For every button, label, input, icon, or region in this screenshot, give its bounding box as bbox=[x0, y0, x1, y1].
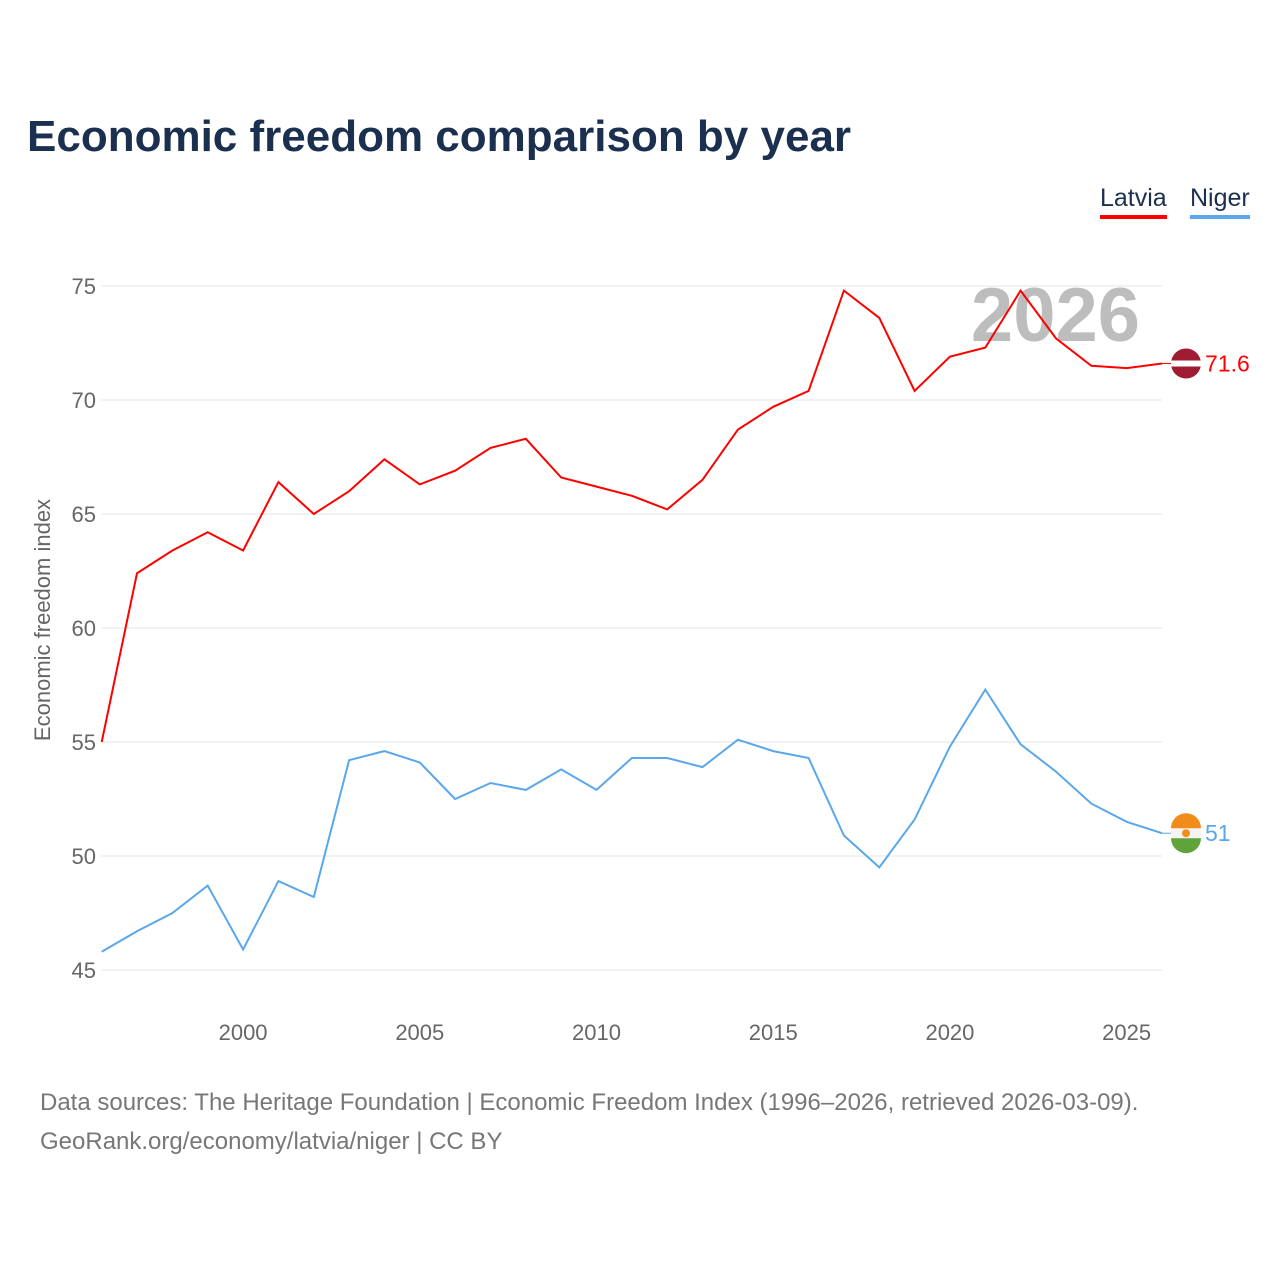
footer-attribution[interactable]: GeoRank.org/economy/latvia/niger | CC BY bbox=[40, 1128, 503, 1155]
niger-flag-bottom bbox=[1171, 838, 1201, 854]
x-tick-label: 2005 bbox=[395, 1020, 444, 1045]
end-value-label: 71.6 bbox=[1205, 351, 1250, 377]
y-axis-label: Economic freedom index bbox=[30, 499, 55, 741]
x-tick-label: 2000 bbox=[219, 1020, 268, 1045]
end-value-label: 51 bbox=[1205, 820, 1231, 846]
niger-flag-sun bbox=[1182, 829, 1190, 838]
y-tick-label: 70 bbox=[72, 388, 96, 413]
y-tick-label: 75 bbox=[72, 274, 96, 299]
x-tick-label: 2010 bbox=[572, 1020, 621, 1045]
legend-latvia[interactable]: Latvia bbox=[1100, 184, 1167, 219]
series-line-niger bbox=[101, 687, 1163, 953]
x-tick-label: 2015 bbox=[749, 1020, 798, 1045]
x-tick-label: 2020 bbox=[925, 1020, 974, 1045]
y-tick-label: 45 bbox=[72, 958, 96, 983]
niger-flag-top bbox=[1171, 813, 1201, 829]
latvia-flag-stripe bbox=[1171, 360, 1201, 367]
y-tick-label: 60 bbox=[72, 616, 96, 641]
y-tick-label: 55 bbox=[72, 730, 96, 755]
y-tick-label: 50 bbox=[72, 844, 96, 869]
year-watermark: 2026 bbox=[971, 273, 1140, 358]
footer-sources: Data sources: The Heritage Foundation | … bbox=[40, 1089, 1139, 1116]
chart-title: Economic freedom comparison by year bbox=[27, 112, 852, 161]
x-tick-label: 2025 bbox=[1102, 1020, 1151, 1045]
series-line-latvia bbox=[100, 288, 1163, 743]
legend-niger[interactable]: Niger bbox=[1190, 184, 1250, 219]
y-tick-label: 65 bbox=[72, 502, 96, 527]
